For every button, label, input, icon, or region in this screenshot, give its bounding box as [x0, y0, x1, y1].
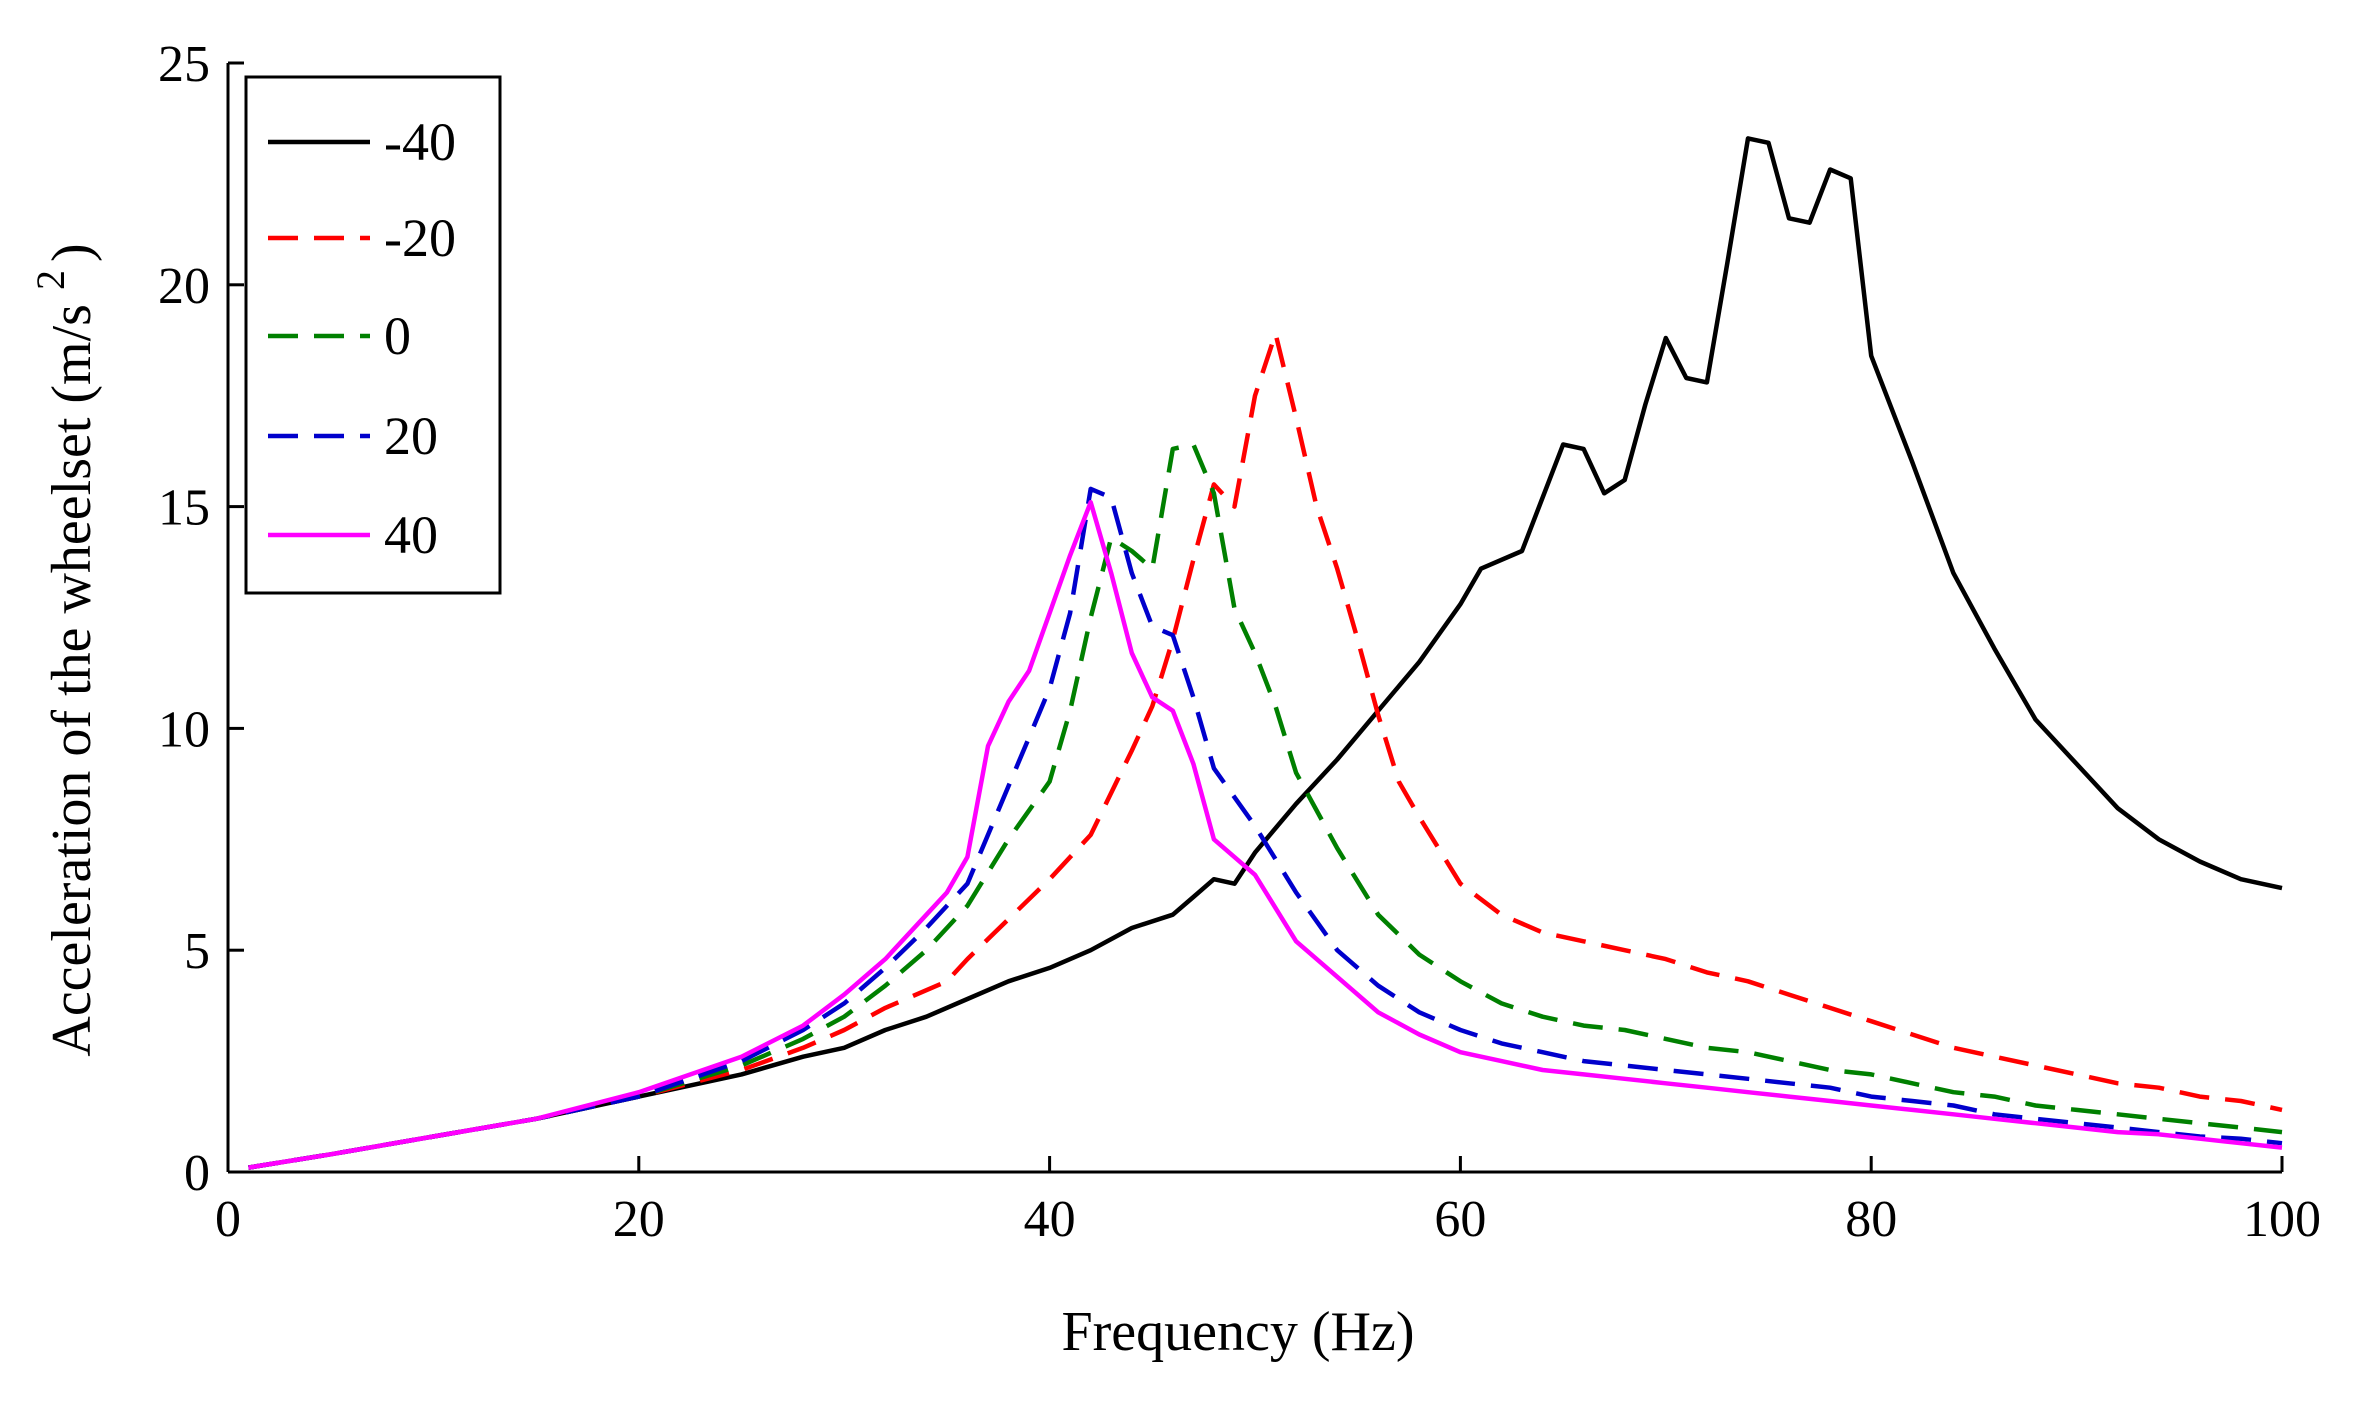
- y-axis-title-main: Acceleration of the wheelset (m/s: [41, 304, 103, 1057]
- y-axis-title-close: ): [41, 243, 103, 262]
- y-tick-label: 20: [158, 258, 210, 315]
- x-tick-label: 100: [2243, 1191, 2321, 1248]
- x-tick-label: 60: [1434, 1191, 1486, 1248]
- legend-label-2: -20: [384, 208, 456, 268]
- x-axis-title: Frequency (Hz): [1062, 1301, 1415, 1363]
- x-ticks: 0 20 40 60 80 100: [215, 1156, 2321, 1248]
- y-tick-label: 10: [158, 701, 210, 758]
- legend: -40 -20 0 20 40: [244, 75, 502, 595]
- series-line-3: [248, 442, 2283, 1170]
- series-line-1: [248, 136, 2283, 1170]
- y-tick-label: 25: [158, 36, 210, 93]
- legend-label-1: -40: [384, 112, 456, 172]
- y-axis-title-superscript: 2: [28, 270, 73, 290]
- x-tick-label: 40: [1024, 1191, 1076, 1248]
- x-tick-label: 80: [1845, 1191, 1897, 1248]
- x-tick-label: 20: [613, 1191, 665, 1248]
- axes: [226, 63, 2282, 1174]
- y-tick-label: 5: [184, 923, 210, 980]
- x-tick-label: 0: [215, 1191, 241, 1248]
- y-ticks: 0 5 10 15 20 25: [158, 36, 244, 1202]
- series-line-5: [248, 499, 2283, 1170]
- legend-label-3: 0: [384, 306, 411, 366]
- series-line-2: [248, 331, 2283, 1170]
- legend-label-5: 40: [384, 505, 438, 565]
- series-layer: [248, 136, 2283, 1170]
- series-line-4: [248, 486, 2283, 1170]
- legend-label-4: 20: [384, 406, 438, 466]
- y-tick-label: 15: [158, 480, 210, 537]
- y-tick-label: 0: [184, 1145, 210, 1202]
- y-axis-title: Acceleration of the wheelset (m/s 2): [28, 243, 103, 1056]
